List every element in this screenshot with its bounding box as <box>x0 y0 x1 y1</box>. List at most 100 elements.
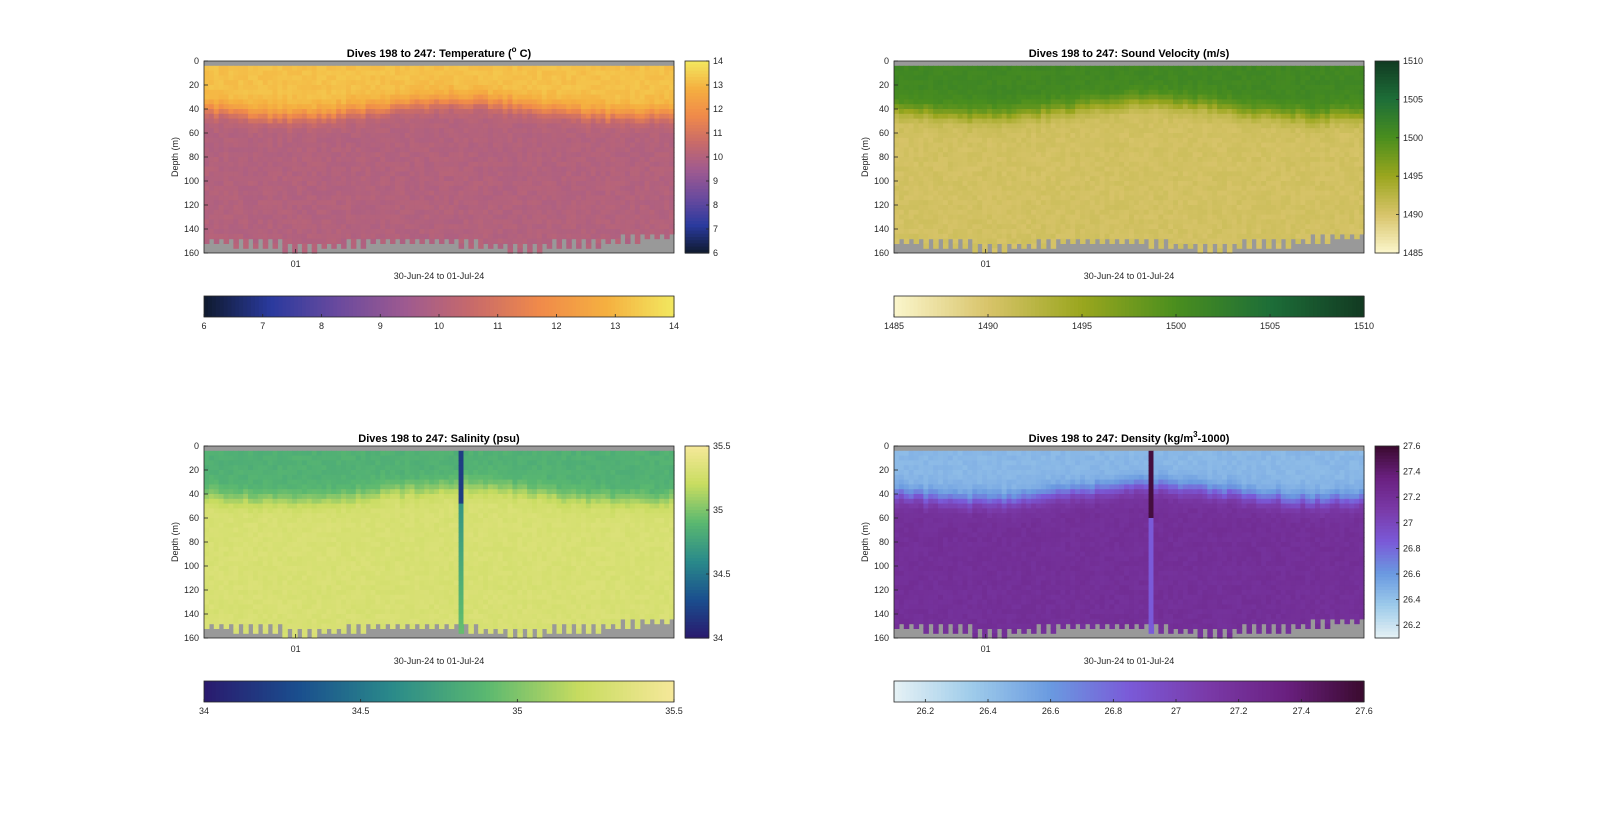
heatmap-cell <box>351 234 357 239</box>
heatmap-cell <box>468 243 474 248</box>
heatmap-cell <box>434 80 440 85</box>
heatmap-cell <box>341 95 347 100</box>
heatmap-cell <box>576 119 582 124</box>
heatmap-cell <box>586 152 592 157</box>
heatmap-cell <box>1051 109 1057 114</box>
heatmap-cell <box>307 181 313 186</box>
heatmap-cell <box>620 90 626 95</box>
heatmap-cell <box>287 71 293 76</box>
heatmap-cell <box>894 205 900 210</box>
heatmap-cell <box>650 152 656 157</box>
heatmap-cell <box>610 200 616 205</box>
heatmap-cell <box>537 243 543 248</box>
heatmap-cell <box>253 176 259 181</box>
heatmap-cell <box>292 229 298 234</box>
heatmap-cell <box>1012 195 1018 200</box>
heatmap-cell <box>630 119 636 124</box>
heatmap-cell <box>972 123 978 128</box>
heatmap-cell <box>664 119 670 124</box>
heatmap-cell <box>419 234 425 239</box>
heatmap-cell <box>923 176 929 181</box>
heatmap-cell <box>1002 171 1008 176</box>
heatmap-cell <box>351 71 357 76</box>
heatmap-cell <box>459 128 465 133</box>
heatmap-cell <box>566 85 572 90</box>
heatmap-cell <box>273 99 279 104</box>
heatmap-cell <box>1016 71 1022 76</box>
heatmap-cell <box>488 167 494 172</box>
heatmap-cell <box>1036 147 1042 152</box>
heatmap-cell <box>439 171 445 176</box>
heatmap-cell <box>253 167 259 172</box>
heatmap-cell <box>395 128 401 133</box>
heatmap-cell <box>434 176 440 181</box>
heatmap-cell <box>527 234 533 239</box>
heatmap-cell <box>459 224 465 229</box>
heatmap-cell <box>1026 138 1032 143</box>
heatmap-cell <box>1021 195 1027 200</box>
heatmap-cell <box>923 114 929 119</box>
heatmap-cell <box>248 152 254 157</box>
heatmap-cell <box>248 176 254 181</box>
heatmap-cell <box>302 104 308 109</box>
heatmap-cell <box>439 143 445 148</box>
heatmap-cell <box>899 195 905 200</box>
heatmap-cell <box>429 133 435 138</box>
heatmap-cell <box>552 75 558 80</box>
heatmap-cell <box>938 85 944 90</box>
heatmap-cell <box>302 90 308 95</box>
heatmap-cell <box>625 99 631 104</box>
heatmap-cell <box>557 162 563 167</box>
heatmap-cell <box>899 95 905 100</box>
heatmap-cell <box>498 162 504 167</box>
heatmap-cell <box>326 75 332 80</box>
heatmap-cell <box>909 114 915 119</box>
heatmap-cell <box>258 152 264 157</box>
heatmap-cell <box>375 200 381 205</box>
heatmap-cell <box>977 114 983 119</box>
heatmap-cell <box>209 210 215 215</box>
heatmap-cell <box>366 104 372 109</box>
heatmap-cell <box>894 219 900 224</box>
heatmap-cell <box>204 114 210 119</box>
heatmap-cell <box>1002 123 1008 128</box>
heatmap-cell <box>918 123 924 128</box>
heatmap-cell <box>209 215 215 220</box>
heatmap-cell <box>419 71 425 76</box>
heatmap-cell <box>415 123 421 128</box>
heatmap-cell <box>576 200 582 205</box>
heatmap-cell <box>312 243 318 248</box>
heatmap-cell <box>463 114 469 119</box>
heatmap-cell <box>987 152 993 157</box>
heatmap-cell <box>928 186 934 191</box>
heatmap-cell <box>1031 210 1037 215</box>
heatmap-cell <box>904 71 910 76</box>
heatmap-cell <box>923 157 929 162</box>
heatmap-cell <box>238 181 244 186</box>
heatmap-cell <box>659 147 665 152</box>
heatmap-cell <box>380 71 386 76</box>
heatmap-cell <box>473 123 479 128</box>
heatmap-cell <box>503 133 509 138</box>
heatmap-cell <box>1007 239 1013 244</box>
heatmap-cell <box>586 200 592 205</box>
heatmap-cell <box>424 71 430 76</box>
heatmap-cell <box>449 200 455 205</box>
heatmap-cell <box>537 71 543 76</box>
heatmap-cell <box>503 66 509 71</box>
heatmap-cell <box>963 80 969 85</box>
heatmap-cell <box>508 66 514 71</box>
heatmap-cell <box>967 162 973 167</box>
heatmap-cell <box>209 234 215 239</box>
heatmap-cell <box>1046 195 1052 200</box>
heatmap-cell <box>336 109 342 114</box>
heatmap-cell <box>914 119 920 124</box>
heatmap-cell <box>547 191 553 196</box>
heatmap-cell <box>918 99 924 104</box>
heatmap-cell <box>400 191 406 196</box>
heatmap-cell <box>282 85 288 90</box>
heatmap-cell <box>385 215 391 220</box>
heatmap-cell <box>493 119 499 124</box>
heatmap-cell <box>419 239 425 244</box>
heatmap-cell <box>498 219 504 224</box>
